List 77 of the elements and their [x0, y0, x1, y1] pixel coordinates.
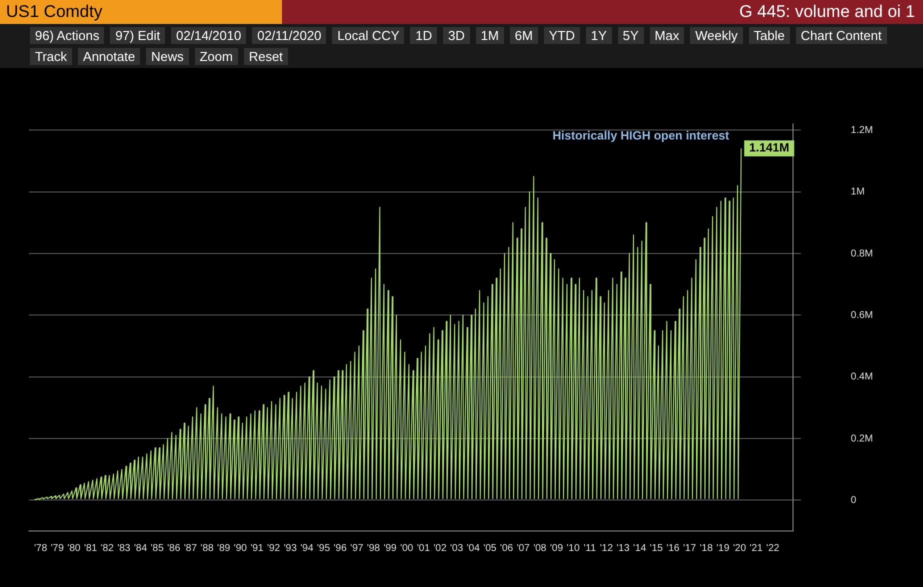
x-tick-label: '18: [700, 542, 714, 554]
x-tick-label: '83: [117, 542, 131, 554]
y-tick-label: 0.6M: [850, 310, 874, 321]
chart-title: G 445: volume and oi 1: [739, 2, 916, 22]
x-tick-label: '02: [433, 542, 447, 554]
x-tick-label: '10: [566, 542, 580, 554]
text: 97) Edit: [110, 27, 166, 44]
x-tick-label: '14: [633, 542, 647, 554]
text: 02/14/2010: [171, 27, 246, 44]
text: 1Y: [586, 27, 612, 44]
x-tick-label: '04: [466, 542, 480, 554]
x-tick-label: '86: [167, 542, 181, 554]
text: Table: [748, 27, 790, 44]
x-tick-label: '91: [250, 542, 264, 554]
text: Chart Content: [796, 27, 887, 44]
text: Zoom: [194, 48, 238, 65]
x-tick-label: '88: [200, 542, 214, 554]
x-tick-label: '95: [317, 542, 330, 554]
x-tick-label: '08: [533, 542, 547, 554]
x-tick-label: '16: [666, 542, 680, 554]
x-tick-label: '89: [217, 542, 231, 554]
x-tick-label: '80: [67, 542, 81, 554]
text: 6M: [510, 27, 538, 44]
text: News: [146, 48, 189, 65]
annotation: Historically HIGH open interest: [552, 128, 730, 143]
text: 3D: [443, 27, 470, 44]
x-tick-label: '09: [550, 542, 564, 554]
x-tick-label: '12: [600, 542, 614, 554]
text: Reset: [244, 48, 288, 65]
x-tick-label: '87: [184, 542, 198, 554]
x-tick-label: '06: [500, 542, 514, 554]
x-tick-label: '20: [733, 542, 746, 554]
x-tick-label: '21: [750, 542, 764, 554]
x-tick-label: '22: [766, 542, 780, 554]
x-tick-label: '00: [400, 542, 414, 554]
x-tick-label: '98: [366, 542, 380, 554]
x-tick-label: '79: [50, 542, 64, 554]
x-tick-label: '82: [100, 542, 114, 554]
x-tick-label: '84: [134, 542, 148, 554]
x-tick-label: '07: [516, 542, 530, 554]
x-tick-label: '15: [650, 542, 664, 554]
text: 1M: [476, 27, 504, 44]
x-tick-label: '13: [616, 542, 630, 554]
text: Annotate: [78, 48, 140, 65]
y-tick-label: 0.8M: [850, 248, 874, 260]
text: Local CCY: [332, 27, 404, 44]
text: Max: [650, 27, 684, 44]
x-tick-label: '11: [584, 542, 596, 554]
x-tick-label: '97: [350, 542, 364, 554]
x-tick-label: '92: [267, 542, 281, 554]
x-tick-label: '81: [84, 542, 98, 554]
text: Weekly: [690, 27, 743, 44]
x-tick-label: '90: [234, 542, 248, 554]
x-tick-label: '94: [300, 542, 314, 554]
text: 5Y: [618, 27, 644, 44]
x-tick-label: '19: [716, 542, 730, 554]
x-tick-label: '78: [34, 542, 48, 554]
y-tick-label: 0.2M: [850, 433, 874, 444]
y-tick-label: 0: [850, 494, 857, 506]
x-tick-label: '01: [416, 542, 430, 554]
annotation: 1.141M: [749, 140, 790, 155]
x-tick-label: '05: [483, 542, 497, 554]
chart-subtitle: US1 Comdty: [0, 0, 282, 24]
y-tick-label: 1M: [850, 186, 865, 198]
x-tick-label: '03: [450, 542, 464, 554]
x-tick-label: '99: [384, 542, 398, 554]
x-tick-label: '93: [284, 542, 298, 554]
y-tick-label: 1.2M: [850, 124, 874, 136]
x-tick-label: '85: [150, 542, 164, 554]
text: Track: [30, 48, 72, 65]
text: 02/11/2020: [252, 27, 326, 44]
text: 96) Actions: [30, 27, 104, 44]
text: 1D: [410, 27, 438, 44]
x-tick-label: '96: [334, 542, 348, 554]
x-tick-label: '17: [683, 542, 697, 554]
text: YTD: [544, 27, 580, 44]
y-tick-label: 0.4M: [850, 372, 874, 383]
